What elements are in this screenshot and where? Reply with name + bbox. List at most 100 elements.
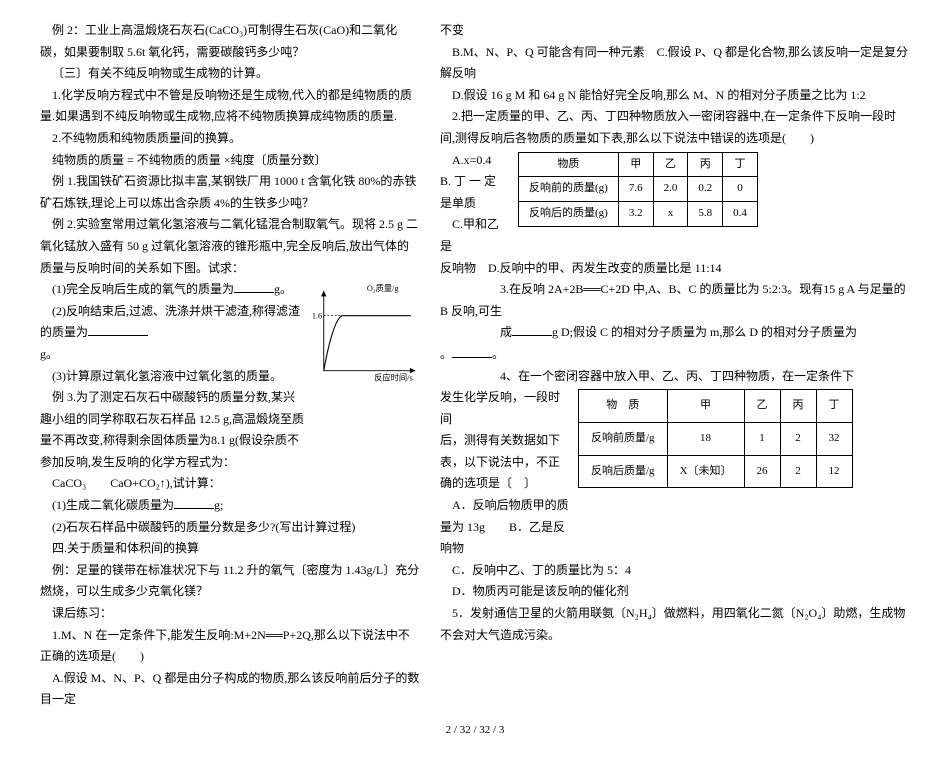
text: g。	[274, 282, 292, 296]
text: g D;假设 C 的相对分子质量为 m,那么 D 的相对分子质量为	[552, 325, 857, 339]
page-columns: 例 2：工业上高温煅烧石灰石(CaCO₃)可制得生石灰(CaO)和二氧化碳，如果…	[40, 20, 910, 711]
table-cell: x	[653, 202, 688, 227]
blank-fill	[512, 325, 552, 337]
para: 成 g D;假设 C 的相对分子质量为 m,那么 D 的相对分子质量为	[440, 322, 910, 344]
text: CaCO₃	[52, 476, 86, 490]
table-cell: 32	[816, 422, 852, 455]
table-cell: 反响后的质量(g)	[519, 202, 619, 227]
text: g;	[214, 498, 223, 512]
text: 成	[500, 325, 512, 339]
para: (2)反响结束后,过滤、洗涤并烘干滤渣,称得滤渣的质量为	[40, 301, 304, 344]
para: 1.M、N 在一定条件下,能发生反响:M+2N══P+2Q,那么以下说法中不正确…	[40, 625, 420, 668]
table-cell: 7.6	[618, 177, 653, 202]
para: (2)石灰石样品中碳酸钙的质量分数是多少?(写出计算过程)	[40, 517, 420, 539]
table-row: 反响后质量/g X〔未知〕 26 2 12	[579, 455, 853, 488]
table-cell: 甲	[618, 152, 653, 177]
text: 。	[440, 347, 452, 361]
right-column: 不变 B.M、N、P、Q 可能含有同一种元素 C.假设 P、Q 都是化合物,那么…	[440, 20, 910, 711]
text: (1)完全反响后生成的氧气的质量为	[52, 282, 234, 296]
para: 例：足量的镁带在标准状况下与 11.2 升的氧气〔密度为 1.43g/L〕充分燃…	[40, 560, 420, 603]
para: 课后练习：	[40, 603, 420, 625]
para: CaCO₃ CaO+CO₂↑),试计算：	[40, 473, 420, 495]
mass-table-2: 物 质 甲 乙 丙 丁 反响前质量/g 18 1 2 32 反响后质量/g X〔…	[578, 389, 853, 488]
text: (1)生成二氧化碳质量为	[52, 498, 174, 512]
table-cell: 0	[723, 177, 758, 202]
para: A.x=0.4	[440, 150, 510, 172]
table-cell: 反响前质量/g	[579, 422, 668, 455]
para: D．物质丙可能是该反响的催化剂	[440, 581, 910, 603]
para: C．反响中乙、丁的质量比为 5：4	[440, 560, 910, 582]
table-row: 物 质 甲 乙 丙 丁	[579, 390, 853, 423]
options-with-table-row: A.x=0.4 B. 丁 一 定 是单质 C.甲和乙是 物质 甲 乙 丙 丁 反…	[440, 150, 910, 258]
oxygen-mass-chart: 1.6 O₂质量/g 反应时间/s	[310, 279, 420, 389]
table-cell: 0.2	[688, 177, 723, 202]
blank-fill	[174, 497, 214, 509]
para: A．反响后物质甲的质量为 13g B．乙是反响物	[440, 495, 570, 560]
table-cell: 丙	[688, 152, 723, 177]
table-cell: 乙	[653, 152, 688, 177]
para: 。。	[440, 344, 910, 366]
table-cell: 2	[780, 422, 816, 455]
page-footer: 2 / 32 / 32 / 3	[40, 721, 910, 741]
table-cell: X〔未知〕	[667, 455, 744, 488]
para: 1.化学反响方程式中不管是反响物还是生成物,代入的都是纯物质的质量.如果遇到不纯…	[40, 85, 420, 128]
para: 2.不纯物质和纯物质质量间的换算。	[40, 128, 420, 150]
para: 4、在一个密闭容器中放入甲、乙、丙、丁四种物质，在一定条件下	[440, 366, 910, 388]
table-cell: 丁	[723, 152, 758, 177]
para: (1)生成二氧化碳质量为 g;	[40, 495, 420, 517]
table-row: 反响前的质量(g) 7.6 2.0 0.2 0	[519, 177, 758, 202]
para: 后，测得有关数据如下表，以下说法中，不正确的选项是〔 〕	[440, 430, 570, 495]
blank-fill	[234, 281, 274, 293]
table-cell: 18	[667, 422, 744, 455]
blank-fill	[452, 346, 492, 358]
table-cell: 丙	[780, 390, 816, 423]
table-cell: 5.8	[688, 202, 723, 227]
table-cell: 反响前的质量(g)	[519, 177, 619, 202]
para: (1)完全反响后生成的氧气的质量为 g。	[40, 279, 304, 301]
text: (2)反响结束后,过滤、洗涤并烘干滤渣,称得滤渣的质量为	[40, 304, 300, 340]
para: 〔三〕有关不纯反响物或生成物的计算。	[40, 63, 420, 85]
blank-fill	[88, 325, 148, 337]
para: 四.关于质量和体积间的换算	[40, 538, 420, 560]
para: 例 2.实验室常用过氧化氢溶液与二氧化锰混合制取氧气。现将 2.5 g 二氧化锰…	[40, 214, 420, 279]
table-cell: 26	[744, 455, 780, 488]
para: B. 丁 一 定 是单质	[440, 171, 510, 214]
para: (3)计算原过氧化氢溶液中过氧化氢的质量。	[40, 366, 304, 388]
table-cell: 乙	[744, 390, 780, 423]
left-column: 例 2：工业上高温煅烧石灰石(CaCO₃)可制得生石灰(CaO)和二氧化碳，如果…	[40, 20, 420, 711]
chart-xlabel: 反应时间/s	[374, 373, 413, 383]
table-row: 物质 甲 乙 丙 丁	[519, 152, 758, 177]
options-with-table-row-2: 发生化学反响，一段时间 后，测得有关数据如下表，以下说法中，不正确的选项是〔 〕…	[440, 387, 910, 560]
table-cell: 反响后质量/g	[579, 455, 668, 488]
para: 不变	[440, 20, 910, 42]
para: 反响物 D.反响中的甲、丙发生改变的质量比是 11:14	[440, 258, 910, 280]
text: CaO+CO₂↑),试计算：	[110, 476, 221, 490]
table-cell: 1	[744, 422, 780, 455]
para: 2.把一定质量的甲、乙、丙、丁四种物质放入一密闭容器中,在一定条件下反响一段时间…	[440, 106, 910, 149]
table-cell: 2	[780, 455, 816, 488]
para: 3.在反响 2A+2B══C+2D 中,A、B、C 的质量比为 5:2:3。现有…	[440, 279, 910, 322]
table-cell: 甲	[667, 390, 744, 423]
para: 例 1.我国铁矿石资源比拟丰富,某钢铁厂用 1000 t 含氧化铁 80%的赤铁…	[40, 171, 420, 214]
para: 例 2：工业上高温煅烧石灰石(CaCO₃)可制得生石灰(CaO)和二氧化碳，如果…	[40, 20, 420, 63]
table-cell: 物质	[519, 152, 619, 177]
mass-table-1: 物质 甲 乙 丙 丁 反响前的质量(g) 7.6 2.0 0.2 0 反响后的质…	[518, 152, 758, 227]
chart-ylabel: O₂质量/g	[367, 283, 399, 293]
para: g。	[40, 344, 304, 366]
para: A.假设 M、N、P、Q 都是由分子构成的物质,那么该反响前后分子的数目一定	[40, 668, 420, 711]
table-cell: 物 质	[579, 390, 668, 423]
para: 5．发射通信卫星的火箭用联氨〔N₂H₄〕做燃料，用四氧化二氮〔N₂O₄〕助燃，生…	[440, 603, 910, 646]
table-cell: 3.2	[618, 202, 653, 227]
para: B.M、N、P、Q 可能含有同一种元素 C.假设 P、Q 都是化合物,那么该反响…	[440, 42, 910, 85]
para: 例 3.为了测定石灰石中碳酸钙的质量分数,某兴趣小组的同学称取石灰石样品 12.…	[40, 387, 304, 473]
table-cell: 2.0	[653, 177, 688, 202]
table-row: 反响前质量/g 18 1 2 32	[579, 422, 853, 455]
table-row: 反响后的质量(g) 3.2 x 5.8 0.4	[519, 202, 758, 227]
table-cell: 0.4	[723, 202, 758, 227]
chart-ytick: 1.6	[312, 312, 322, 321]
table-cell: 12	[816, 455, 852, 488]
para: D.假设 16 g M 和 64 g N 能恰好完全反响,那么 M、N 的相对分…	[440, 85, 910, 107]
table-cell: 丁	[816, 390, 852, 423]
para: C.甲和乙是	[440, 214, 510, 257]
para: 发生化学反响，一段时间	[440, 387, 570, 430]
